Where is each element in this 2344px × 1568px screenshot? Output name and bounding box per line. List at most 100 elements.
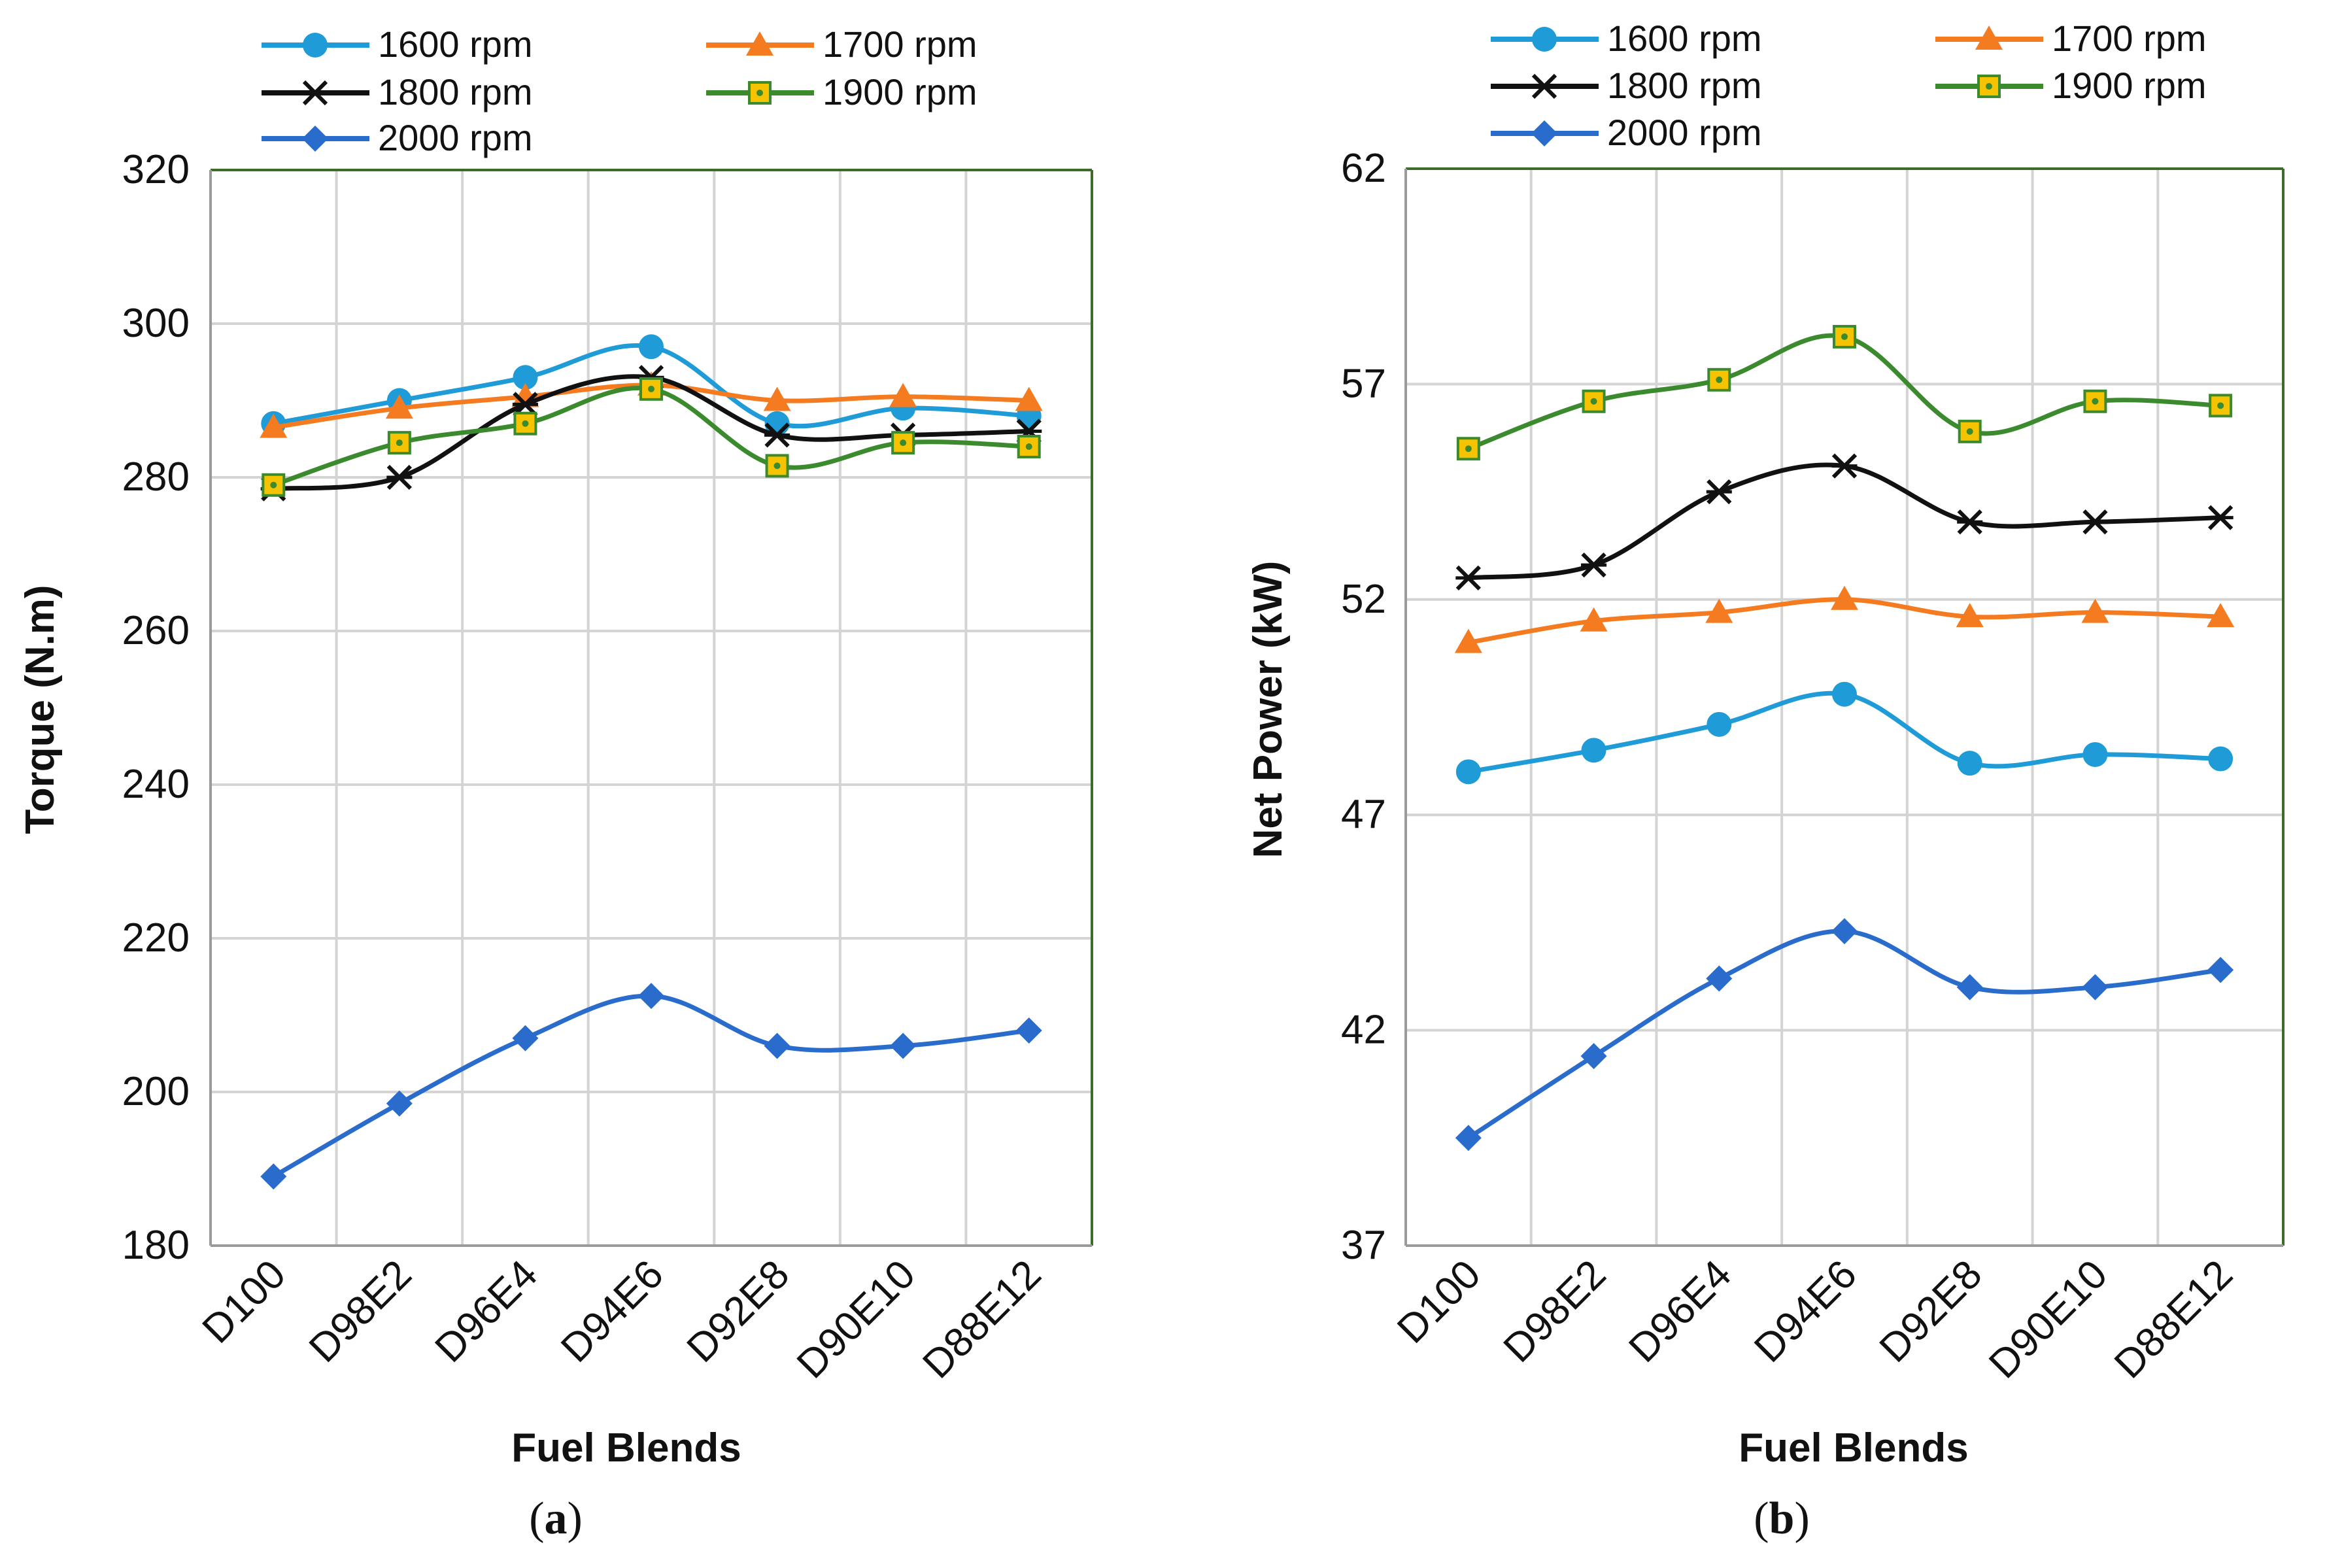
x-tick-label-d94e6: D94E6: [1746, 1252, 1865, 1371]
legend-label: 1800 rpm: [378, 71, 533, 112]
legend-label: 1700 rpm: [823, 24, 977, 65]
legend-item-1700-rpm: 1700 rpm: [706, 24, 977, 65]
legend-item-1700-rpm: 1700 rpm: [1935, 18, 2207, 59]
data-point-d100: [1455, 759, 1481, 785]
y-tick-label: 240: [122, 762, 190, 807]
legend-item-1900-rpm: 1900 rpm: [706, 71, 977, 112]
data-point-d98e2: [385, 394, 413, 419]
data-point-d88e12: [2207, 957, 2234, 983]
x-axis-title: Fuel Blends: [511, 1425, 741, 1471]
data-point-d90e10: [890, 1032, 917, 1059]
data-point-d98e2: [1582, 389, 1606, 413]
data-point-d96e4: [1705, 598, 1733, 623]
series-1600-rpm: [1455, 681, 2234, 785]
x-tick-label-d100: D100: [1389, 1252, 1489, 1352]
gridlines: [211, 169, 1092, 1246]
series-line: [271, 993, 1032, 1179]
x-tick-label-d88e12: D88E12: [2106, 1252, 2241, 1387]
series-1700-rpm: [1454, 585, 2235, 653]
legend-item-1600-rpm: 1600 rpm: [1491, 18, 1762, 59]
y-tick-label: 57: [1341, 361, 1386, 406]
data-point-d94e6: [639, 377, 663, 401]
x-tick-label-d100: D100: [194, 1252, 295, 1352]
data-point-d88e12: [1015, 386, 1043, 411]
legend-item-1800-rpm: 1800 rpm: [1491, 65, 1762, 106]
y-tick-label: 200: [122, 1069, 190, 1114]
data-point-d88e12: [2207, 505, 2234, 530]
panel-label: (b): [1754, 1493, 1810, 1544]
data-point-d92e8: [1956, 603, 1984, 628]
y-tick-labels: 320 300 280 260 240 220 200 180: [122, 147, 190, 1268]
data-point-d96e4: [1707, 367, 1731, 392]
data-point-d88e12: [2207, 603, 2235, 628]
legend-marker: [748, 81, 772, 105]
data-point-d90e10: [2083, 389, 2107, 413]
data-point-d96e4: [512, 1025, 539, 1051]
x-tick-label-d90e10: D90E10: [789, 1252, 924, 1387]
x-tick-label-d92e8: D92E8: [1871, 1252, 1991, 1371]
data-point-d92e8: [764, 1032, 790, 1059]
data-point-d92e8: [1956, 974, 1983, 1000]
y-tick-label: 300: [122, 301, 190, 346]
data-point-d92e8: [763, 386, 791, 411]
data-point-d92e8: [1958, 419, 1982, 443]
legend-marker: [746, 31, 773, 56]
data-point-d88e12: [2209, 394, 2233, 418]
data-point-d88e12: [2208, 746, 2234, 772]
data-point-d90e10: [2082, 741, 2108, 767]
data-point-d98e2: [386, 1090, 413, 1117]
data-point-d92e8: [1957, 751, 1982, 776]
data-point-d100: [1454, 628, 1482, 653]
data-point-d94e6: [1831, 585, 1858, 610]
legend-marker: [1977, 75, 2001, 98]
panel-label: (a): [529, 1493, 583, 1544]
x-tick-label-d96e4: D96E4: [426, 1252, 546, 1371]
data-point-d94e6: [638, 983, 664, 1010]
data-point-d100: [260, 413, 288, 438]
data-point-d90e10: [2082, 974, 2109, 1000]
data-point-d100: [1455, 1125, 1482, 1151]
data-point-d100: [1456, 437, 1480, 461]
legend: 1600 rpm 1700 rpm 1800 rpm 1900 rpm 2000 rpm: [262, 24, 977, 158]
data-point-d96e4: [513, 411, 537, 435]
data-point-d98e2: [386, 464, 413, 490]
data-point-d96e4: [512, 392, 538, 417]
series-2000-rpm: [1455, 918, 2234, 1151]
data-point-d98e2: [1580, 607, 1608, 632]
legend-marker: [303, 33, 328, 58]
series-line: [1466, 333, 2223, 451]
legend-label: 2000 rpm: [378, 117, 533, 158]
data-point-d98e2: [387, 431, 411, 455]
data-point-d96e4: [1706, 479, 1732, 505]
x-axis-title: Fuel Blends: [1739, 1425, 1968, 1471]
data-point-d94e6: [639, 334, 664, 360]
data-point-d94e6: [1833, 324, 1856, 349]
legend-label: 1900 rpm: [823, 71, 977, 112]
y-tick-labels: 62 57 52 47 42 37: [1341, 146, 1386, 1268]
x-tick-label-d98e2: D98E2: [301, 1252, 420, 1371]
data-point-d92e8: [765, 454, 789, 478]
y-axis-title: Torque (N.m): [18, 585, 63, 834]
data-point-d88e12: [1015, 1017, 1042, 1044]
y-tick-label: 52: [1341, 577, 1386, 622]
data-point-d98e2: [1580, 1043, 1607, 1070]
data-point-d100: [1455, 565, 1482, 590]
legend-marker: [1531, 120, 1557, 146]
y-tick-label: 280: [122, 454, 190, 500]
data-point-d90e10: [2081, 598, 2109, 623]
legend-marker: [302, 80, 328, 106]
legend-item-1900-rpm: 1900 rpm: [1935, 65, 2207, 106]
data-point-d92e8: [764, 422, 790, 448]
data-point-d90e10: [891, 431, 915, 455]
y-tick-label: 220: [122, 915, 190, 961]
data-point-d100: [262, 473, 286, 497]
data-point-d88e12: [1017, 435, 1041, 458]
x-tick-label-d90e10: D90E10: [1980, 1252, 2116, 1387]
legend-label: 1800 rpm: [1607, 65, 1762, 106]
legend-item-1800-rpm: 1800 rpm: [262, 71, 533, 112]
data-point-d92e8: [1957, 509, 1983, 535]
